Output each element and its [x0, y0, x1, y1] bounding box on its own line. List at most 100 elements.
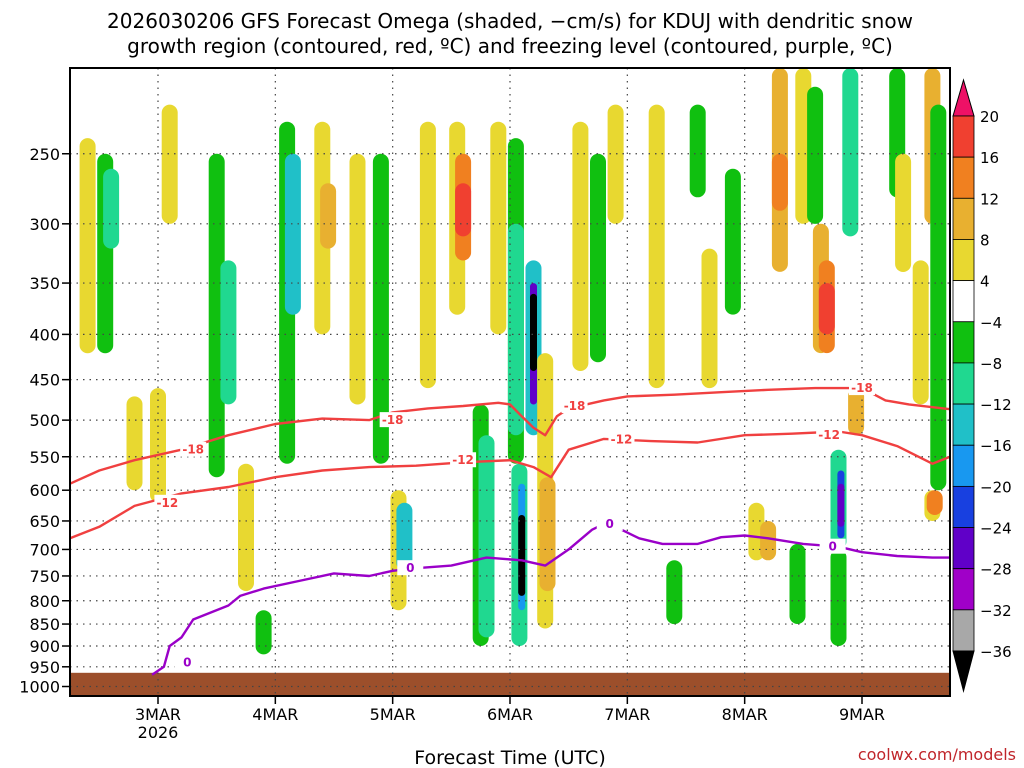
omega-cell: [771, 153, 788, 211]
contour-label: -18: [182, 443, 204, 457]
credit-text: coolwx.com/models: [858, 745, 1016, 764]
omega-cell: [666, 560, 683, 625]
plot-area: -18 -18 -18 -18 -12 -12 -12 -12 0 0 0 0: [69, 67, 951, 697]
y-tick-label: 800: [29, 592, 60, 611]
colorbar-label: −24: [980, 520, 1012, 538]
contour-label-bg: [379, 412, 406, 428]
omega-cell: [689, 104, 706, 198]
y-tick-label: 600: [29, 481, 60, 500]
x-tick-label: 3MAR: [135, 705, 181, 724]
omega-cell: [789, 543, 806, 624]
colorbar-segment: [952, 239, 975, 282]
omega-cell: [530, 293, 537, 371]
y-axis: 250 300 350 400 450 500 550 600 650 700 750 800 850 9…: [19, 145, 70, 697]
contour-line--12: [69, 430, 951, 540]
colorbar-label: −20: [980, 478, 1012, 496]
omega-cell: [760, 521, 777, 561]
omega-cell: [572, 121, 589, 371]
omega-cell: [220, 260, 237, 405]
contour-label-bg: [819, 538, 846, 554]
colorbar-label: −32: [980, 602, 1012, 620]
omega-cell: [648, 104, 665, 389]
y-tick-label: 700: [29, 540, 60, 559]
contour-line-0: [151, 522, 950, 676]
colorbar-label: −4: [980, 314, 1002, 332]
contour-label: -12: [611, 433, 633, 447]
contour-label-bg: [608, 431, 635, 447]
colorbar-label: 4: [980, 273, 990, 291]
omega-cell: [161, 104, 178, 224]
omega-cell: [419, 121, 436, 389]
colorbar-segment: [952, 444, 975, 487]
y-tick-label: 400: [29, 325, 60, 344]
contour-label: 0: [183, 656, 191, 670]
y-tick-label: 900: [29, 637, 60, 656]
omega-cell: [837, 483, 845, 527]
contour-label-bg: [849, 380, 875, 396]
colorbar-label: 8: [980, 231, 990, 249]
omega-cell: [478, 435, 495, 638]
omega-cell: [455, 183, 472, 237]
omega-cell: [848, 388, 865, 436]
x-tick-sublabel: 2026: [138, 723, 179, 742]
omega-cell: [320, 183, 337, 249]
omega-cell: [255, 610, 272, 655]
colorbar-top-triangle: [952, 78, 975, 117]
omega-cell: [103, 168, 120, 249]
omega-cell: [507, 223, 524, 436]
y-tick-label: 250: [29, 145, 60, 164]
colorbar-label: −28: [980, 561, 1012, 579]
contour-label: -12: [157, 496, 179, 510]
colorbar-segment: [952, 527, 975, 570]
contour-label: -12: [452, 453, 474, 467]
x-tick-label: 7MAR: [604, 705, 650, 724]
contour-label: 0: [406, 561, 414, 575]
omega-cell: [518, 515, 526, 596]
omega-cell: [807, 86, 824, 224]
omega-cell: [818, 283, 835, 335]
x-tick-label: 9MAR: [839, 705, 885, 724]
contour-label: -18: [564, 399, 586, 413]
colorbar-segment: [952, 609, 975, 652]
omega-cell: [396, 502, 413, 571]
contour-label-bg: [174, 654, 201, 670]
colorbar-segment: [952, 115, 975, 158]
colorbar-segment: [952, 362, 975, 405]
y-tick-label: 750: [29, 567, 60, 586]
omega-cell: [79, 138, 96, 354]
contour-label-bg: [397, 560, 424, 576]
omega-cell: [490, 121, 507, 335]
x-tick-label: 5MAR: [370, 705, 416, 724]
omega-cell: [926, 490, 943, 515]
contour-lines: -18 -18 -18 -18 -12 -12 -12 -12 0 0 0 0: [69, 380, 951, 676]
contour-label: -18: [851, 381, 873, 395]
colorbar-segment: [952, 321, 975, 364]
y-tick-label: 850: [29, 615, 60, 634]
colorbar-label: 12: [980, 190, 999, 208]
omega-cell: [539, 477, 556, 592]
colorbar-label: 16: [980, 149, 999, 167]
omega-cell: [590, 153, 606, 363]
omega-cell: [912, 260, 929, 405]
colorbar-segment: [952, 156, 975, 199]
contour-label-bg: [450, 452, 477, 468]
colorbar-label: 20: [980, 108, 999, 126]
terrain-layer: [70, 672, 950, 696]
colorbar: 20 16 12 8 4 −4 −8 −12 −16 −20 −24 −28 −32 −36: [952, 78, 1012, 693]
contour-label-bg: [596, 515, 623, 531]
contour-label: 0: [828, 540, 836, 554]
y-tick-label: 350: [29, 274, 60, 293]
contour-label-bg: [154, 494, 181, 510]
x-tick-label: 6MAR: [487, 705, 533, 724]
contour-label-bg: [816, 427, 843, 443]
y-tick-label: 650: [29, 512, 60, 531]
x-tick-label: 4MAR: [252, 705, 298, 724]
chart-title-line-2: growth region (contoured, red, ºC) and f…: [127, 34, 893, 58]
colorbar-label: −12: [980, 396, 1012, 414]
x-tick-label: 8MAR: [722, 705, 768, 724]
colorbar-segment: [952, 197, 975, 240]
colorbar-label: −8: [980, 355, 1002, 373]
omega-cell: [349, 153, 366, 405]
